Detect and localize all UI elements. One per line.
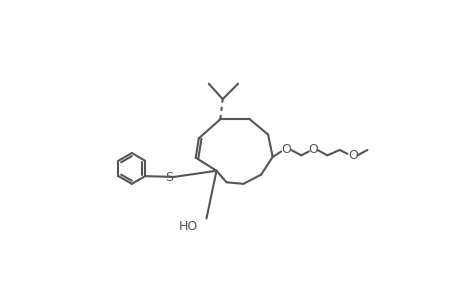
Text: O: O (347, 149, 357, 162)
Text: O: O (307, 143, 317, 157)
Text: HO: HO (178, 220, 197, 233)
Text: O: O (281, 143, 291, 157)
Text: S: S (164, 171, 173, 184)
